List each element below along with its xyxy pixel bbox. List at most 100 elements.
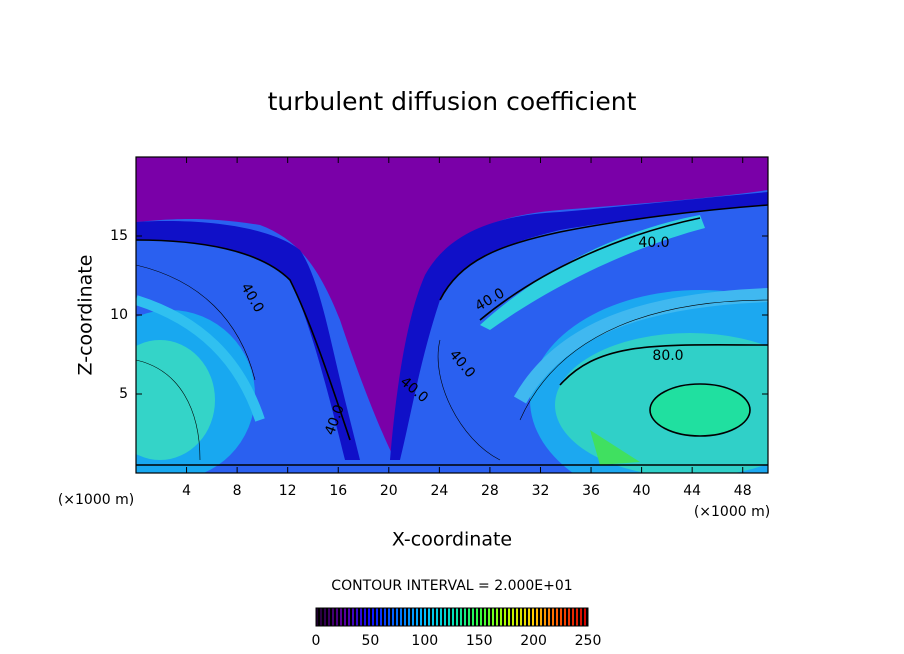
colorbar-cell: [368, 608, 370, 626]
colorbar-tick-label: 250: [575, 633, 602, 649]
y-unit: (×1000 m): [58, 492, 134, 508]
colorbar-cell: [436, 608, 438, 626]
x-tick-label: 28: [481, 483, 499, 499]
colorbar-cell: [478, 608, 480, 626]
x-tick-label: 16: [329, 483, 347, 499]
colorbar-cell: [374, 608, 376, 626]
colorbar-cell: [408, 608, 410, 626]
contour-interval: CONTOUR INTERVAL = 2.000E+01: [331, 578, 572, 594]
colorbar-cell: [370, 608, 372, 626]
colorbar-cell: [516, 608, 518, 626]
colorbar-cell: [438, 608, 440, 626]
colorbar-cell: [378, 608, 380, 626]
colorbar-cell: [490, 608, 492, 626]
contour-label: 40.0: [638, 235, 669, 251]
colorbar-tick-label: 100: [411, 633, 438, 649]
colorbar-cell: [584, 608, 586, 626]
colorbar-cell: [414, 608, 416, 626]
colorbar-cell: [488, 608, 490, 626]
colorbar-cell: [556, 608, 558, 626]
colorbar-cell: [444, 608, 446, 626]
x-tick-label: 48: [734, 483, 752, 499]
x-tick-label: 40: [633, 483, 651, 499]
y-tick-label: 15: [110, 228, 128, 244]
colorbar-cell: [506, 608, 508, 626]
colorbar-cell: [450, 608, 452, 626]
colorbar-tick-label: 0: [312, 633, 321, 649]
colorbar-cell: [416, 608, 418, 626]
colorbar-cell: [440, 608, 442, 626]
colorbar-tick-label: 200: [520, 633, 547, 649]
colorbar-cell: [532, 608, 534, 626]
colorbar-cell: [474, 608, 476, 626]
colorbar-cell: [484, 608, 486, 626]
colorbar-cell: [384, 608, 386, 626]
colorbar-cell: [332, 608, 334, 626]
colorbar-cell: [402, 608, 404, 626]
colorbar-cell: [564, 608, 566, 626]
colorbar-cell: [470, 608, 472, 626]
colorbar-cell: [512, 608, 514, 626]
colorbar-cell: [538, 608, 540, 626]
colorbar-cell: [324, 608, 326, 626]
colorbar-cell: [456, 608, 458, 626]
colorbar-cell: [404, 608, 406, 626]
colorbar-cell: [494, 608, 496, 626]
colorbar-cell: [360, 608, 362, 626]
colorbar-cell: [452, 608, 454, 626]
colorbar-cell: [316, 608, 318, 626]
colorbar-cell: [572, 608, 574, 626]
colorbar-cell: [574, 608, 576, 626]
x-unit: (×1000 m): [694, 504, 770, 520]
colorbar-tick-label: 50: [361, 633, 379, 649]
colorbar-cell: [586, 608, 588, 626]
colorbar-cell: [534, 608, 536, 626]
colorbar-cell: [540, 608, 542, 626]
colorbar-cell: [552, 608, 554, 626]
colorbar-cell: [446, 608, 448, 626]
colorbar-cell: [462, 608, 464, 626]
colorbar-cell: [334, 608, 336, 626]
colorbar-cell: [346, 608, 348, 626]
colorbar-cell: [390, 608, 392, 626]
colorbar-cell: [380, 608, 382, 626]
y-tick-label: 5: [119, 386, 128, 402]
colorbar-cell: [498, 608, 500, 626]
colorbar-cell: [386, 608, 388, 626]
colorbar-tick-label: 150: [466, 633, 493, 649]
contour-label: 80.0: [652, 348, 683, 364]
colorbar-cell: [460, 608, 462, 626]
colorbar-cell: [418, 608, 420, 626]
colorbar-cell: [562, 608, 564, 626]
colorbar-cell: [582, 608, 584, 626]
colorbar-cell: [466, 608, 468, 626]
x-tick-label: 24: [430, 483, 448, 499]
colorbar-cell: [496, 608, 498, 626]
colorbar-cell: [500, 608, 502, 626]
colorbar-cell: [420, 608, 422, 626]
colorbar-cell: [526, 608, 528, 626]
colorbar-cell: [486, 608, 488, 626]
colorbar-cell: [580, 608, 582, 626]
colorbar-cell: [366, 608, 368, 626]
chart-title: turbulent diffusion coefficient: [268, 87, 637, 116]
x-tick-label: 20: [380, 483, 398, 499]
x-tick-label: 36: [582, 483, 600, 499]
colorbar-cell: [348, 608, 350, 626]
x-tick-label: 12: [279, 483, 297, 499]
colorbar-cell: [560, 608, 562, 626]
x-tick-label: 44: [683, 483, 701, 499]
field: [136, 157, 768, 473]
colorbar-cell: [330, 608, 332, 626]
colorbar-cell: [358, 608, 360, 626]
colorbar-cell: [410, 608, 412, 626]
colorbar-cell: [428, 608, 430, 626]
colorbar-cell: [464, 608, 466, 626]
colorbar-cell: [356, 608, 358, 626]
colorbar-cell: [352, 608, 354, 626]
colorbar-cell: [546, 608, 548, 626]
x-tick-label: 32: [532, 483, 550, 499]
colorbar-cell: [388, 608, 390, 626]
